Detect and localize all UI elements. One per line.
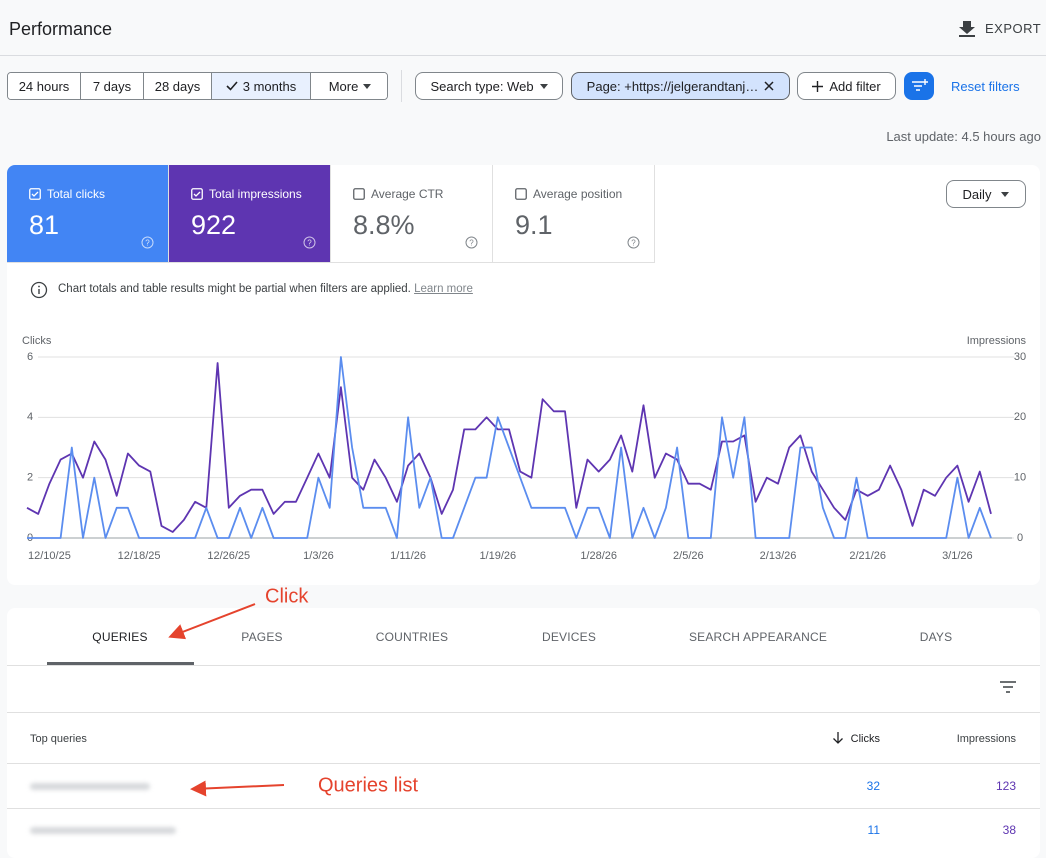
page-filter-chip[interactable]: Page: +https://jelgerandtanj… [571, 72, 790, 100]
range-button[interactable]: 3 months [212, 73, 311, 99]
reset-filters-button[interactable]: Reset filters [951, 79, 1020, 94]
range-button[interactable]: 7 days [81, 73, 144, 99]
dropdown-icon [1001, 191, 1010, 197]
help-icon[interactable]: ? [303, 236, 316, 249]
row-divider [7, 808, 1040, 809]
chip-label: Add filter [829, 78, 881, 94]
metric-name: Total clicks [47, 187, 106, 201]
metric-tile[interactable]: Total impressions 922? [169, 165, 331, 263]
impressions-cell: 123 [995, 779, 1016, 793]
checkbox[interactable] [29, 188, 41, 200]
svg-text:?: ? [469, 239, 474, 248]
range-label: 7 days [92, 78, 132, 94]
export-button[interactable]: EXPORT [985, 21, 1042, 36]
tab[interactable]: SEARCH APPEARANCE [688, 630, 828, 644]
metric-value: 8.8% [353, 210, 415, 240]
tab[interactable]: DAYS [919, 630, 953, 644]
notice: Chart totals and table results might be … [58, 283, 473, 295]
dropdown-icon [539, 83, 548, 89]
checkbox[interactable] [515, 188, 527, 200]
column-header[interactable]: Top queries [30, 733, 87, 745]
tab-indicator [47, 662, 194, 665]
metric-name: Total impressions [209, 187, 302, 201]
table-filter-icon[interactable] [999, 680, 1017, 694]
tab[interactable]: DEVICES [541, 630, 597, 644]
check-icon [226, 81, 238, 91]
tab[interactable]: PAGES [241, 630, 283, 644]
metric-tile[interactable]: Average CTR 8.8%? [331, 165, 493, 263]
last-update: Last update: 4.5 hours ago [886, 129, 1041, 144]
date-range-group: 24 hours 7 days 28 days 3 months More [7, 72, 388, 100]
metric-label: Total impressions [191, 187, 302, 201]
metric-name: Average CTR [371, 187, 444, 201]
range-button[interactable]: 28 days [144, 73, 212, 99]
row-divider [7, 712, 1040, 713]
header-divider [0, 55, 1046, 56]
blurred-query[interactable] [30, 827, 176, 834]
svg-text:?: ? [145, 239, 150, 248]
help-icon[interactable]: ? [465, 236, 478, 249]
range-label: 28 days [154, 78, 201, 94]
granularity-label: Daily [962, 186, 992, 202]
tab[interactable]: COUNTRIES [375, 630, 449, 644]
metric-label: Total clicks [29, 187, 105, 201]
learn-more-link[interactable]: Learn more [414, 283, 473, 295]
metric-name: Average position [533, 187, 623, 201]
download-icon[interactable] [958, 19, 976, 37]
range-button[interactable]: More [311, 73, 387, 99]
range-label: 3 months [242, 78, 297, 94]
table-card [7, 608, 1040, 858]
svg-text:?: ? [631, 239, 636, 248]
blurred-query[interactable] [30, 783, 150, 790]
column-header[interactable]: Impressions [956, 733, 1016, 745]
range-label: 24 hours [18, 78, 70, 94]
help-icon[interactable]: ? [627, 236, 640, 249]
page-title: Performance [9, 19, 113, 39]
notice-text: Chart totals and table results might be … [58, 283, 411, 295]
plus-icon [812, 80, 824, 92]
metric-label: Average CTR [353, 187, 443, 201]
chip-label: Search type: Web [430, 78, 534, 94]
range-button[interactable]: 24 hours [8, 73, 81, 99]
metric-value: 9.1 [515, 210, 553, 240]
add-filter-chip[interactable]: Add filter [797, 72, 896, 100]
metric-tile[interactable]: Average position 9.1? [493, 165, 655, 263]
search-type-chip[interactable]: Search type: Web [415, 72, 563, 100]
filter-divider [401, 70, 402, 102]
tab[interactable]: QUERIES [92, 630, 148, 644]
info-icon [30, 281, 48, 299]
checkbox[interactable] [353, 188, 365, 200]
metric-tile[interactable]: Total clicks 81? [7, 165, 169, 263]
metric-value: 922 [191, 210, 237, 240]
impressions-cell: 38 [1002, 823, 1016, 837]
remove-icon[interactable] [764, 81, 774, 91]
sort-arrow [833, 732, 843, 744]
tabs-divider [7, 665, 1040, 666]
filter-menu-button[interactable] [904, 72, 934, 100]
help-icon[interactable]: ? [141, 236, 154, 249]
svg-text:?: ? [307, 239, 312, 248]
metric-value: 81 [29, 210, 60, 240]
checkbox[interactable] [191, 188, 203, 200]
chip-label: Page: +https://jelgerandtanj… [586, 78, 759, 94]
dropdown-icon [363, 83, 372, 89]
clicks-cell: 32 [866, 779, 880, 793]
clicks-cell: 11 [867, 823, 880, 837]
range-label: More [328, 78, 359, 94]
column-header[interactable]: Clicks [850, 733, 880, 745]
granularity-select[interactable]: Daily [946, 180, 1026, 208]
annotation: Click [265, 585, 309, 607]
row-divider [7, 763, 1040, 764]
metric-label: Average position [515, 187, 622, 201]
